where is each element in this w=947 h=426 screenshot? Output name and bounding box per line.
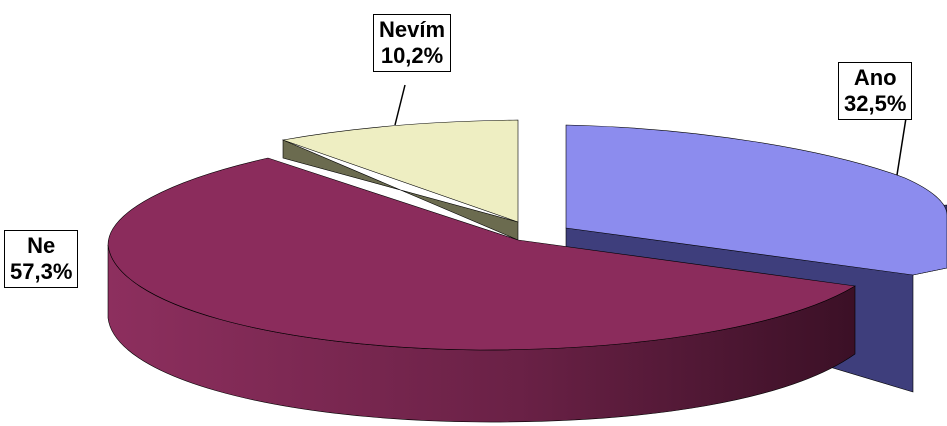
pie-slice-ne	[107, 157, 856, 423]
pie-slice-nevim-top	[281, 119, 519, 223]
leader-line-nevim	[394, 84, 406, 126]
data-label-nevim: Nevím 10,2%	[373, 14, 452, 72]
data-label-ano-name: Ano	[853, 65, 897, 90]
pie-slice-nevim	[281, 119, 519, 241]
data-label-ne-value: 57,3%	[10, 259, 73, 284]
leader-line-ano	[896, 117, 907, 176]
pie-slice-ano-top	[565, 124, 947, 276]
data-label-ano-value: 32,5%	[844, 91, 907, 116]
data-label-ne: Ne 57,3%	[4, 230, 79, 288]
data-label-ano: Ano 32,5%	[838, 62, 913, 120]
data-label-nevim-value: 10,2%	[380, 43, 444, 68]
pie-slice-ne-top	[107, 157, 856, 351]
data-label-ne-name: Ne	[27, 233, 56, 258]
data-label-nevim-name: Nevím	[379, 17, 446, 42]
